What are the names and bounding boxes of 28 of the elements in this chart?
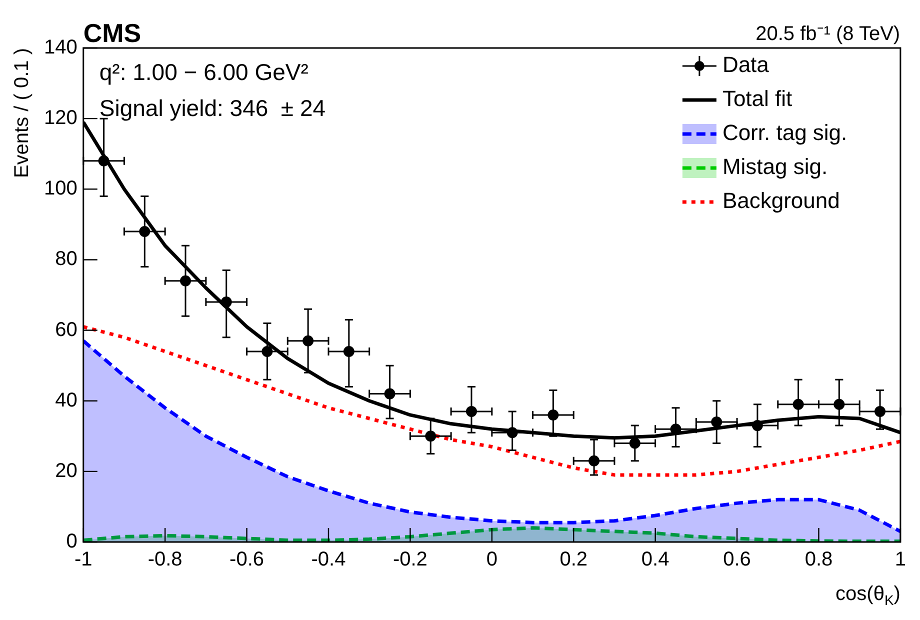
- y-tick-label: 80: [55, 248, 78, 270]
- y-tick-label: 20: [55, 460, 78, 482]
- x-tick-label: 1: [894, 548, 906, 571]
- y-axis-title: Events / ( 0.1 ): [11, 48, 33, 178]
- x-tick-label: 0: [486, 548, 498, 571]
- x-tick-label: -0.6: [230, 548, 264, 571]
- line-series: [83, 325, 900, 477]
- x-tick-label: 0.6: [723, 548, 751, 571]
- legend-label: Total fit: [722, 86, 792, 112]
- x-tick-label: -0.8: [148, 548, 182, 571]
- chart-subtitle: 20.5 fb⁻¹ (8 TeV): [756, 23, 900, 45]
- annotation: Signal yield: 346 ± 24: [99, 95, 326, 121]
- x-tick-label: -0.4: [311, 548, 346, 571]
- y-tick-label: 100: [44, 178, 78, 200]
- x-tick-label: 0.2: [560, 548, 588, 571]
- legend-label: Data: [722, 52, 770, 78]
- x-tick-label: 0.8: [804, 548, 833, 571]
- legend-label: Corr. tag sig.: [722, 120, 848, 146]
- annotation: q²: 1.00 − 6.00 GeV²: [99, 59, 309, 85]
- legend-label: Background: [722, 188, 840, 214]
- x-tick-label: 0.4: [641, 548, 670, 571]
- x-tick-label: -0.2: [392, 548, 428, 571]
- y-tick-label: 120: [44, 107, 78, 130]
- y-tick-label: 60: [55, 318, 78, 341]
- legend-label: Mistag sig.: [722, 154, 828, 180]
- chart-title: CMS: [83, 18, 142, 48]
- y-tick-label: 40: [55, 389, 78, 412]
- y-tick-label: 140: [44, 36, 78, 59]
